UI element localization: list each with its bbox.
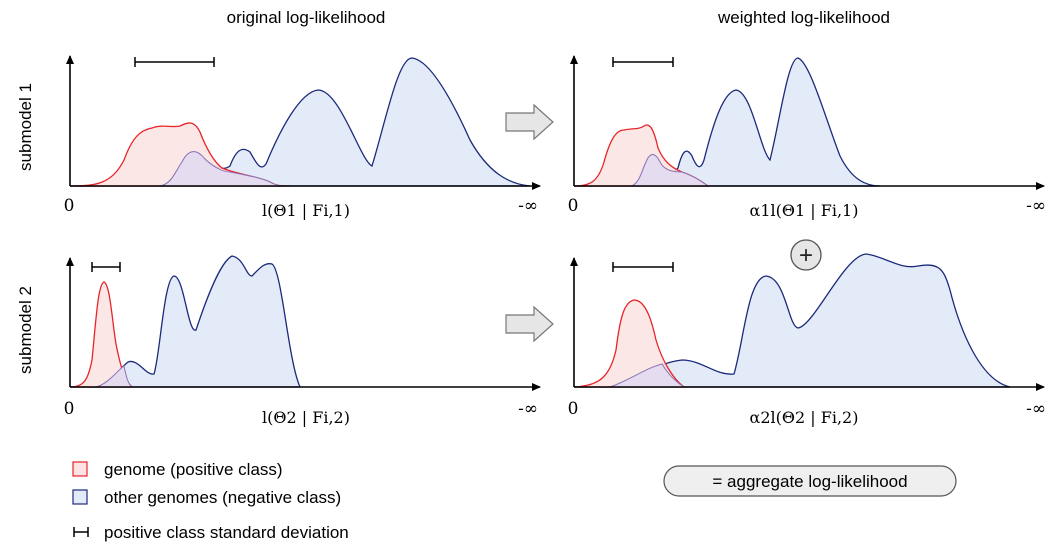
origin-label: 0 — [568, 196, 579, 216]
aggregate-label-pill: = aggregate log-likelihood — [663, 465, 957, 497]
error-bar-icon — [73, 527, 89, 537]
legend: genome (positive class) other genomes (n… — [72, 460, 349, 542]
left-column-title: original log-likelihood — [227, 8, 386, 27]
positive-swatch-icon — [72, 461, 88, 477]
aggregate-label: = aggregate log-likelihood — [712, 472, 907, 491]
overlap-region — [631, 154, 710, 187]
stddev-bar — [612, 57, 674, 67]
x-axis-label: α2l(Θ2 | Fi,2) — [750, 408, 859, 427]
negative-class-curve — [70, 255, 301, 388]
panel-submodel-2-original: 0 -∞ l(Θ2 | Fi,2) — [64, 255, 541, 427]
right-arrow-icon — [505, 305, 554, 343]
panel-submodel-2-weighted: 0 -∞ α2l(Θ2 | Fi,2) — [568, 253, 1046, 427]
x-axis-label: l(Θ1 | Fi,1) — [262, 201, 350, 220]
legend-negative: other genomes (negative class) — [104, 488, 341, 507]
legend-positive: genome (positive class) — [104, 460, 283, 479]
overlap-region — [159, 151, 291, 187]
overlap-region — [95, 365, 134, 388]
row-label-submodel-1: submodel 1 — [16, 83, 35, 171]
origin-label: 0 — [64, 399, 75, 419]
negative-swatch-icon — [72, 489, 88, 505]
stddev-bar — [134, 57, 215, 67]
infinity-label: -∞ — [1026, 399, 1046, 419]
negative-class-curve — [574, 253, 1011, 388]
x-axis-label: α1l(Θ1 | Fi,1) — [750, 201, 859, 220]
infinity-label: -∞ — [518, 196, 538, 216]
row-label-submodel-2: submodel 2 — [16, 286, 35, 374]
legend-stddev: positive class standard deviation — [104, 523, 349, 542]
stddev-bar — [91, 262, 121, 272]
panel-submodel-1-weighted: 0 -∞ α1l(Θ1 | Fi,1) — [568, 55, 1046, 220]
plus-symbol: + — [799, 242, 813, 269]
stddev-bar — [612, 262, 674, 272]
panel-submodel-1-original: 0 -∞ l(Θ1 | Fi,1) — [64, 55, 541, 220]
origin-label: 0 — [64, 196, 75, 216]
infinity-label: -∞ — [1026, 196, 1046, 216]
positive-class-curve — [69, 281, 134, 388]
circled-plus-icon: + — [790, 239, 822, 271]
overlap-region — [609, 363, 686, 388]
origin-label: 0 — [568, 399, 579, 419]
right-column-title: weighted log-likelihood — [717, 8, 890, 27]
right-arrow-icon — [505, 103, 554, 141]
x-axis-label: l(Θ2 | Fi,2) — [262, 408, 350, 427]
infinity-label: -∞ — [518, 399, 538, 419]
